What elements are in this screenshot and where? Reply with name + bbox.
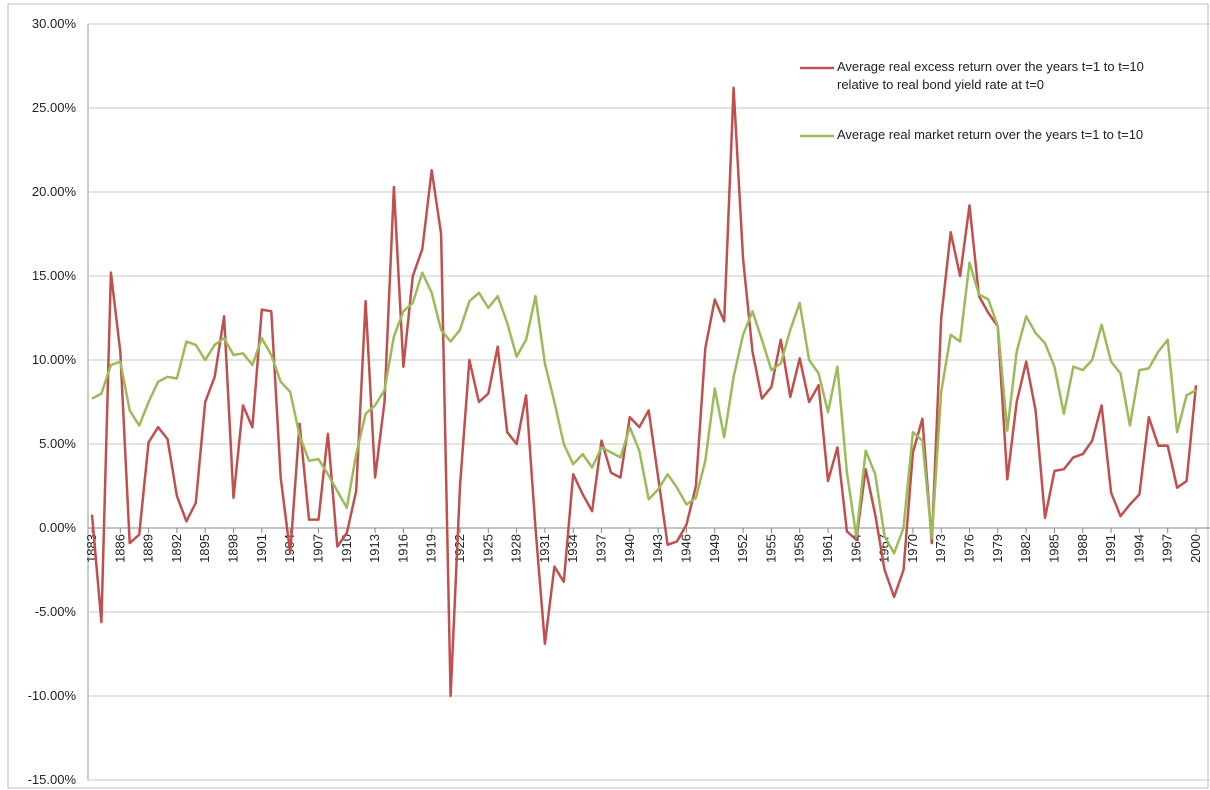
y-tick-label: 30.00%	[32, 16, 77, 31]
y-tick-label: 0.00%	[39, 520, 76, 535]
x-tick-label: 1919	[424, 534, 439, 563]
x-tick-label: 1982	[1018, 534, 1033, 563]
x-tick-label: 1979	[990, 534, 1005, 563]
x-tick-label: 1976	[962, 534, 977, 563]
x-tick-label: 1937	[594, 534, 609, 563]
x-tick-label: 1973	[933, 534, 948, 563]
x-tick-label: 1928	[509, 534, 524, 563]
x-tick-label: 1895	[197, 534, 212, 563]
x-tick-label: 1997	[1160, 534, 1175, 563]
x-tick-label: 1946	[678, 534, 693, 563]
x-tick-label: 1961	[820, 534, 835, 563]
y-tick-label: 15.00%	[32, 268, 77, 283]
x-tick-label: 2000	[1188, 534, 1203, 563]
x-tick-label: 1940	[622, 534, 637, 563]
y-tick-label: 5.00%	[39, 436, 76, 451]
legend-label: Average real excess return over the year…	[837, 59, 1144, 92]
series-line	[91, 261, 1197, 555]
x-tick-label: 1988	[1075, 534, 1090, 563]
x-tick-label: 1952	[735, 534, 750, 563]
x-tick-label: 1925	[480, 534, 495, 563]
chart-frame	[7, 3, 1209, 789]
x-tick-label: 1916	[395, 534, 410, 563]
x-tick-label: 1964	[848, 534, 863, 563]
x-tick-label: 1934	[565, 534, 580, 563]
x-tick-label: 1898	[226, 534, 241, 563]
y-tick-label: -15.00%	[28, 772, 77, 787]
x-tick-label: 1922	[452, 534, 467, 563]
x-tick-label: 1955	[763, 534, 778, 563]
legend-label: Average real market return over the year…	[837, 127, 1144, 142]
x-tick-label: 1931	[537, 534, 552, 563]
x-tick-label: 1892	[169, 534, 184, 563]
x-tick-label: 1886	[112, 534, 127, 563]
x-tick-label: 1889	[141, 534, 156, 563]
series-line	[90, 86, 1198, 698]
x-tick-label: 1994	[1131, 534, 1146, 563]
y-tick-label: -10.00%	[28, 688, 77, 703]
y-tick-label: 10.00%	[32, 352, 77, 367]
x-tick-label: 1907	[310, 534, 325, 563]
x-tick-label: 1910	[339, 534, 354, 563]
y-tick-label: 20.00%	[32, 184, 77, 199]
x-tick-label: 1985	[1046, 534, 1061, 563]
x-tick-label: 1991	[1103, 534, 1118, 563]
x-tick-label: 1970	[905, 534, 920, 563]
y-tick-label: -5.00%	[35, 604, 77, 619]
y-tick-label: 25.00%	[32, 100, 77, 115]
x-tick-label: 1943	[650, 534, 665, 563]
x-tick-label: 1958	[792, 534, 807, 563]
x-tick-label: 1913	[367, 534, 382, 563]
x-tick-label: 1949	[707, 534, 722, 563]
x-tick-label: 1901	[254, 534, 269, 563]
